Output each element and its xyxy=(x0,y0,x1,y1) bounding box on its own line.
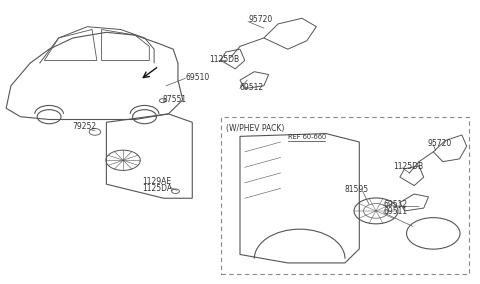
Text: 69512: 69512 xyxy=(383,200,408,209)
Text: (W/PHEV PACK): (W/PHEV PACK) xyxy=(226,124,284,133)
Text: 69510: 69510 xyxy=(185,73,209,82)
Text: 79252: 79252 xyxy=(72,122,96,131)
Text: 1125DA: 1125DA xyxy=(142,184,172,193)
Text: 95720: 95720 xyxy=(428,139,452,148)
Text: 87551: 87551 xyxy=(162,95,186,104)
Text: 69511: 69511 xyxy=(383,207,408,216)
Text: REF 60-660: REF 60-660 xyxy=(288,134,326,140)
Text: 81595: 81595 xyxy=(344,185,368,194)
Text: 95720: 95720 xyxy=(248,15,272,24)
Text: 1125DB: 1125DB xyxy=(393,162,423,171)
Text: 1125DB: 1125DB xyxy=(209,55,239,64)
Text: 1129AE: 1129AE xyxy=(142,178,171,186)
Text: 69512: 69512 xyxy=(240,83,264,92)
